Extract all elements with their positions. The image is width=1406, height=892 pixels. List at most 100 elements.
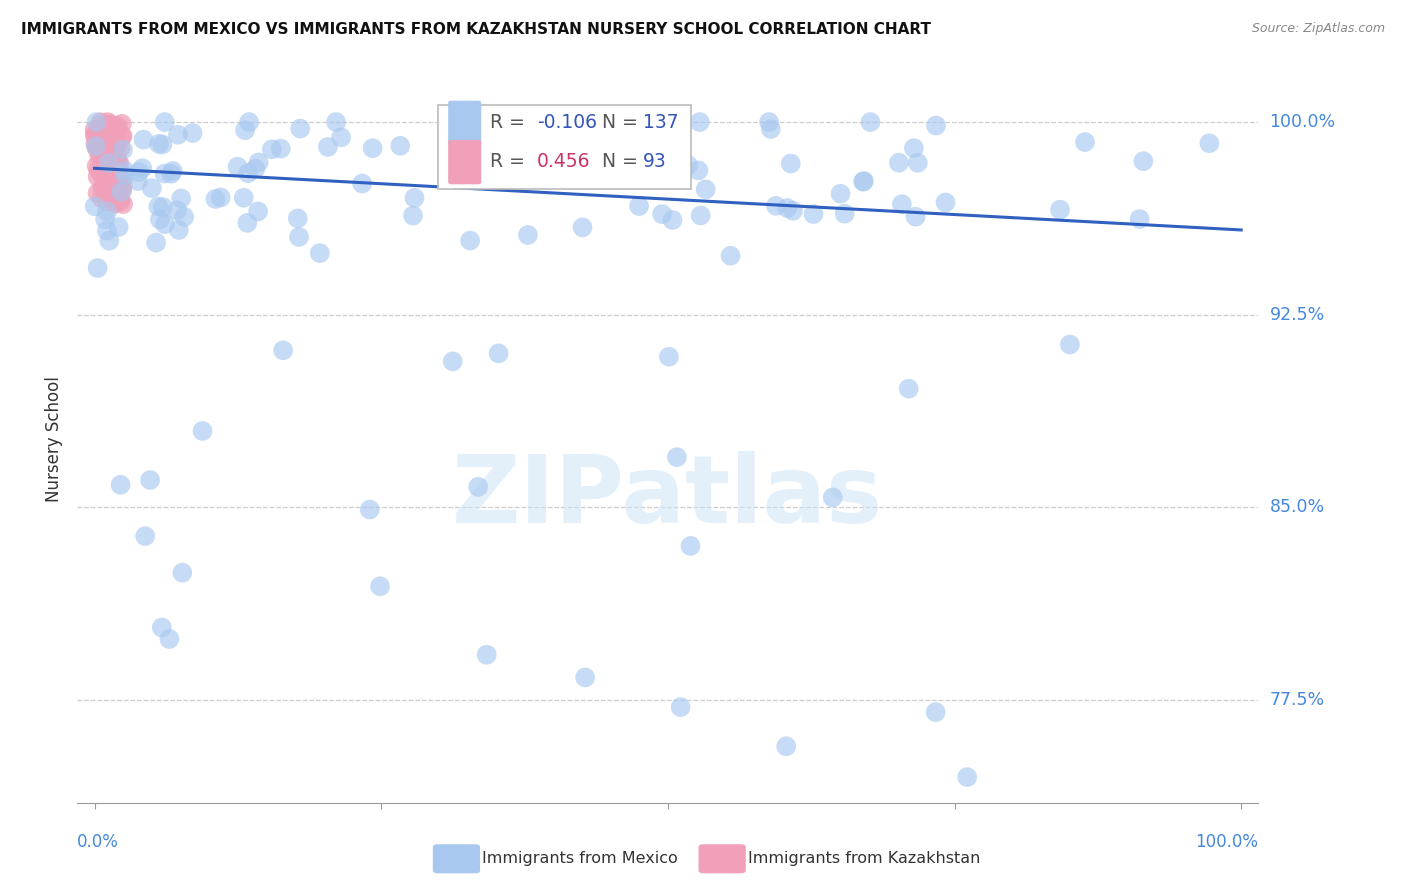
Text: 0.0%: 0.0% bbox=[77, 833, 120, 851]
Point bbox=[236, 166, 259, 180]
Point bbox=[97, 156, 120, 170]
Point bbox=[695, 182, 717, 196]
Point bbox=[488, 139, 510, 153]
Point bbox=[152, 200, 174, 214]
Point bbox=[114, 163, 136, 178]
Text: N =: N = bbox=[602, 153, 637, 171]
Point bbox=[127, 174, 149, 188]
Point bbox=[87, 163, 110, 178]
Y-axis label: Nursery School: Nursery School bbox=[45, 376, 63, 502]
Point bbox=[1074, 135, 1097, 149]
Point bbox=[153, 115, 176, 129]
Point bbox=[574, 670, 596, 684]
FancyBboxPatch shape bbox=[449, 140, 481, 185]
Point bbox=[547, 163, 569, 178]
Point bbox=[110, 194, 132, 208]
Point bbox=[139, 473, 162, 487]
Point bbox=[107, 185, 129, 199]
Text: Immigrants from Kazakhstan: Immigrants from Kazakhstan bbox=[748, 851, 980, 866]
Point bbox=[101, 151, 124, 165]
Point bbox=[84, 139, 107, 153]
Point bbox=[661, 213, 683, 227]
Point bbox=[98, 177, 121, 191]
Point bbox=[475, 648, 498, 662]
Point bbox=[90, 130, 112, 145]
Text: 85.0%: 85.0% bbox=[1270, 499, 1324, 516]
Text: 137: 137 bbox=[643, 113, 679, 132]
Point bbox=[441, 354, 464, 368]
Point bbox=[96, 122, 118, 136]
Point bbox=[96, 204, 118, 219]
Point bbox=[162, 164, 184, 178]
Point bbox=[110, 172, 132, 186]
Point bbox=[111, 184, 134, 198]
Point bbox=[104, 153, 127, 168]
Point bbox=[101, 159, 124, 173]
Point bbox=[581, 155, 603, 169]
Point bbox=[94, 120, 117, 135]
Point bbox=[571, 220, 593, 235]
Point bbox=[104, 127, 127, 141]
Point bbox=[402, 209, 425, 223]
Point bbox=[720, 249, 742, 263]
Point bbox=[107, 172, 129, 186]
Point bbox=[925, 119, 948, 133]
Point bbox=[101, 131, 124, 145]
Point bbox=[859, 115, 882, 129]
Point bbox=[662, 158, 685, 172]
Point bbox=[181, 126, 204, 140]
Point bbox=[110, 477, 132, 491]
Point bbox=[830, 186, 852, 201]
Point bbox=[628, 199, 651, 213]
Text: 93: 93 bbox=[643, 153, 666, 171]
Point bbox=[90, 150, 112, 164]
Text: N =: N = bbox=[602, 113, 637, 132]
Point bbox=[648, 150, 671, 164]
Point bbox=[152, 137, 174, 152]
Point bbox=[531, 115, 554, 129]
Point bbox=[821, 491, 844, 505]
Point bbox=[316, 140, 339, 154]
Point bbox=[173, 210, 195, 224]
Point bbox=[149, 212, 172, 227]
Point bbox=[288, 230, 311, 244]
Point bbox=[103, 133, 125, 147]
Point bbox=[160, 167, 183, 181]
Point bbox=[94, 129, 117, 144]
Point bbox=[86, 169, 108, 184]
Point bbox=[84, 128, 107, 142]
Point bbox=[103, 186, 125, 200]
Point bbox=[1129, 212, 1152, 227]
Point bbox=[105, 152, 128, 166]
Point bbox=[897, 382, 920, 396]
Point bbox=[91, 180, 114, 194]
Point bbox=[890, 197, 912, 211]
Point bbox=[111, 129, 134, 144]
Point bbox=[776, 201, 799, 215]
Point bbox=[226, 160, 249, 174]
Point bbox=[84, 136, 107, 151]
Point bbox=[903, 141, 925, 155]
Point bbox=[83, 128, 105, 142]
Point bbox=[93, 121, 115, 136]
Point bbox=[1059, 337, 1081, 351]
Point bbox=[260, 142, 283, 156]
Point bbox=[100, 117, 122, 131]
Point bbox=[98, 128, 121, 142]
Point bbox=[245, 161, 267, 176]
Point bbox=[94, 149, 117, 163]
Point bbox=[105, 138, 128, 153]
Point bbox=[238, 115, 260, 129]
Point bbox=[100, 118, 122, 132]
Point bbox=[86, 115, 108, 129]
Point bbox=[834, 207, 856, 221]
Point bbox=[658, 350, 681, 364]
Point bbox=[87, 142, 110, 156]
Point bbox=[111, 178, 134, 193]
Point bbox=[486, 161, 509, 175]
Point bbox=[1132, 154, 1154, 169]
Point bbox=[90, 115, 112, 129]
Point bbox=[91, 168, 114, 182]
Point bbox=[107, 171, 129, 186]
Point bbox=[270, 142, 292, 156]
